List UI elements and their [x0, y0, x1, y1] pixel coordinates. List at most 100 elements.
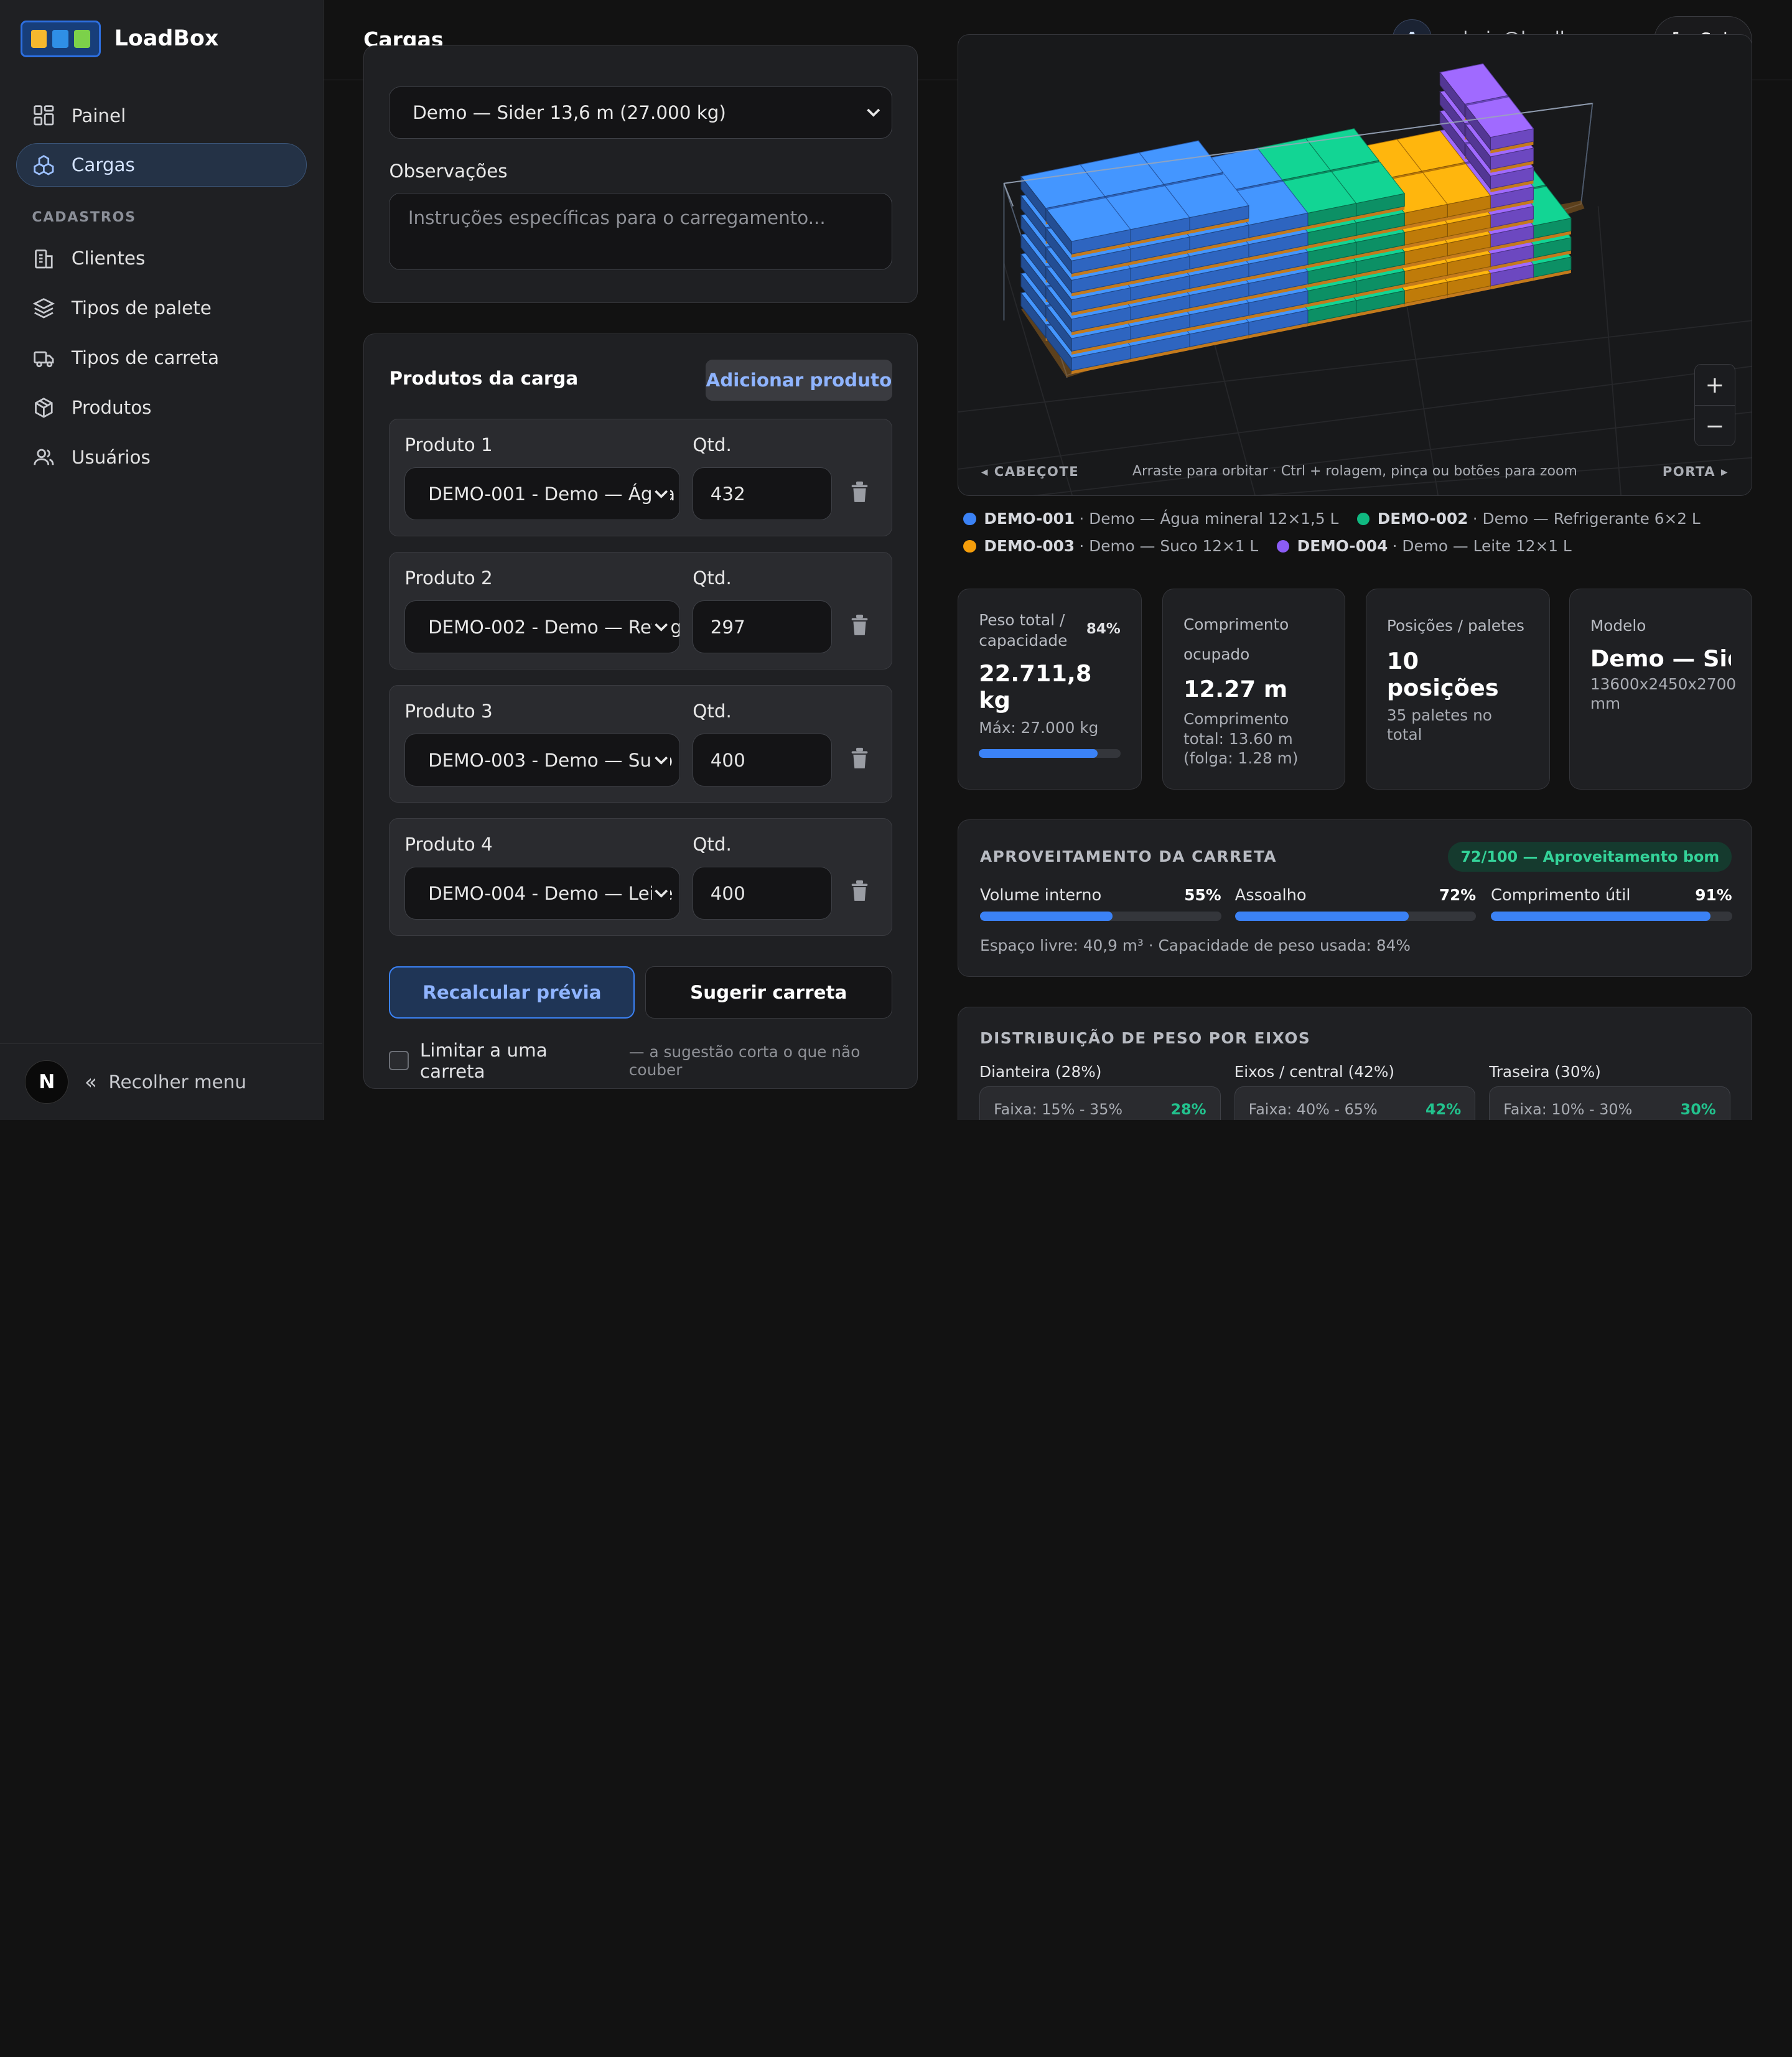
trash-icon[interactable]: [849, 879, 870, 902]
main-nav: Painel Cargas CADASTROS Clientes Tipos d…: [16, 94, 307, 485]
limit-label: Limitar a uma carreta: [419, 1039, 548, 1082]
n-badge[interactable]: N: [25, 1060, 69, 1104]
quantity-input[interactable]: 400: [693, 867, 833, 920]
legend-swatch: [1356, 512, 1370, 525]
sidebar-item-tipos-palete[interactable]: Tipos de palete: [16, 286, 307, 330]
metric-fill: [980, 912, 1113, 921]
product-label: Produto 4: [404, 834, 493, 856]
metric-percent: 55%: [1184, 886, 1221, 905]
sidebar-item-painel[interactable]: Painel: [16, 94, 307, 138]
axle-range: Faixa: 40% - 65%: [1248, 1101, 1378, 1119]
metric-percent: 91%: [1695, 886, 1732, 905]
sidebar-item-usuarios[interactable]: Usuários: [16, 436, 307, 479]
trash-icon[interactable]: [849, 480, 870, 503]
sidebar-item-label: Tipos de palete: [71, 297, 212, 319]
legend-row-1: DEMO-001 · Demo — Água mineral 12×1,5 L …: [963, 510, 1701, 528]
weight-max: Máx: 27.000 kg: [979, 719, 1099, 737]
sidebar-item-label: Cargas: [71, 154, 135, 176]
sidebar-item-cargas[interactable]: Cargas: [16, 143, 307, 187]
product-select[interactable]: DEMO-004 - Demo — Leite 12×1 L: [404, 867, 680, 920]
metric-percent: 72%: [1439, 886, 1477, 905]
front-label: ◂ CABEÇOTE: [981, 464, 1080, 480]
legend-name: · Demo — Água mineral 12×1,5 L: [1079, 510, 1339, 528]
legend-swatch: [963, 512, 976, 525]
grid-icon: [34, 105, 54, 126]
model-stat-card: Modelo Demo — Sid... 13600x2450x2700 mm: [1569, 588, 1752, 790]
limit-checkbox[interactable]: [389, 1050, 409, 1071]
zoom-in-button[interactable]: +: [1694, 365, 1735, 406]
suggest-trailer-button[interactable]: Sugerir carreta: [645, 966, 892, 1019]
positions-stat-card: Posições / paletes 10 posições 35 palete…: [1365, 588, 1550, 790]
product-select[interactable]: DEMO-002 - Demo — Refrigerante 6×2 L: [404, 600, 680, 653]
product-select-value: DEMO-003 - Demo — Suco 12×1 L: [428, 749, 679, 771]
chevron-down-icon: [651, 617, 671, 636]
metric-label: Comprimento útil: [1491, 886, 1631, 905]
usage-card: APROVEITAMENTO DA CARRETA 72/100 — Aprov…: [958, 819, 1752, 977]
weight-percent: 84%: [1086, 621, 1121, 638]
limit-option: Limitar a uma carreta — a sugestão corta…: [389, 1040, 917, 1082]
legend-item: DEMO-001 · Demo — Água mineral 12×1,5 L: [963, 510, 1338, 528]
weight-value: 22.711,8 kg: [979, 660, 1092, 714]
axle-name: Eixos / central (42%): [1234, 1063, 1395, 1081]
quantity-input[interactable]: 297: [693, 600, 833, 653]
truck-3d-render[interactable]: [958, 35, 1752, 496]
building-icon: [35, 250, 53, 269]
axle-name: Dianteira (28%): [979, 1063, 1102, 1081]
load-3d-viewer[interactable]: + − ◂ CABEÇOTE Arraste para orbitar · Ct…: [958, 34, 1752, 497]
chevron-down-icon: [864, 103, 882, 121]
trash-icon[interactable]: [849, 613, 870, 637]
add-product-button[interactable]: Adicionar produto: [706, 359, 892, 401]
trailer-select[interactable]: Demo — Sider 13,6 m (27.000 kg): [389, 86, 892, 139]
layers-icon: [32, 297, 55, 319]
sidebar-item-tipos-carreta[interactable]: Tipos de carreta: [16, 336, 307, 380]
length-value: 12.27 m: [1183, 676, 1288, 703]
loadbox-logo: [21, 21, 101, 57]
chevrons-left-icon: «: [84, 1070, 98, 1094]
qty-label: Qtd.: [693, 701, 732, 722]
zoom-out-button[interactable]: −: [1705, 412, 1725, 439]
recalculate-button[interactable]: Recalcular prévia: [389, 966, 635, 1019]
length-total: Comprimento total: 13.60 m (folga: 1.28 …: [1183, 710, 1299, 767]
legend-code: DEMO-003: [984, 537, 1075, 556]
qty-label: Qtd.: [693, 434, 732, 456]
product-select[interactable]: DEMO-001 - Demo — Água mineral 12×1,5 L: [404, 467, 680, 520]
metric-length: Comprimento útil 91%: [1491, 886, 1732, 921]
boxes-icon: [34, 155, 54, 175]
collapse-menu-button[interactable]: « Recolher menu: [85, 1070, 246, 1094]
sidebar-item-produtos[interactable]: Produtos: [16, 386, 307, 429]
metric-fill: [1491, 912, 1710, 921]
zoom-controls: + −: [1694, 364, 1735, 447]
sidebar-item-clientes[interactable]: Clientes: [16, 236, 307, 280]
limit-hint: — a sugestão corta o que não couber: [628, 1042, 861, 1079]
metric-volume: Volume interno 55%: [980, 886, 1221, 921]
brand[interactable]: LoadBox: [21, 21, 218, 57]
legend-name: · Demo — Leite 12×1 L: [1392, 537, 1572, 556]
legend-name: · Demo — Suco 12×1 L: [1079, 537, 1259, 556]
product-label: Produto 2: [404, 567, 493, 589]
pallet-stack: [1020, 63, 1572, 375]
notes-placeholder: Instruções específicas para o carregamen…: [408, 207, 826, 228]
axle-range: Faixa: 15% - 35%: [994, 1101, 1123, 1119]
product-select-value: DEMO-001 - Demo — Água mineral 12×1,5 L: [428, 483, 679, 505]
positions-sub: 35 paletes no total: [1386, 706, 1492, 744]
brand-name: LoadBox: [114, 26, 219, 52]
quantity-input[interactable]: 400: [693, 734, 833, 786]
viewer-hint: Arraste para orbitar · Ctrl + rolagem, p…: [1132, 464, 1577, 480]
product-label: Produto 1: [404, 434, 493, 456]
qty-label: Qtd.: [693, 834, 732, 856]
legend-code: DEMO-002: [1377, 510, 1468, 528]
weight-caption: Peso total / capacidade: [979, 610, 1068, 650]
notes-label: Observações: [389, 161, 508, 182]
legend-row-2: DEMO-003 · Demo — Suco 12×1 L DEMO-004 ·…: [963, 537, 1572, 556]
usage-footer: Espaço livre: 40,9 m³ · Capacidade de pe…: [980, 936, 1411, 955]
axle-rear: Traseira (30%) Faixa: 10% - 30% 30%: [1489, 1063, 1730, 1120]
model-caption: Modelo: [1590, 617, 1646, 635]
truck-icon: [34, 351, 54, 367]
chevron-down-icon: [651, 750, 671, 769]
notes-textarea[interactable]: Instruções específicas para o carregamen…: [389, 192, 892, 271]
product-select[interactable]: DEMO-003 - Demo — Suco 12×1 L: [404, 734, 680, 786]
quantity-input[interactable]: 432: [693, 467, 833, 520]
trash-icon[interactable]: [849, 747, 870, 770]
sidebar-item-label: Tipos de carreta: [71, 347, 220, 368]
legend-code: DEMO-004: [1297, 537, 1388, 556]
